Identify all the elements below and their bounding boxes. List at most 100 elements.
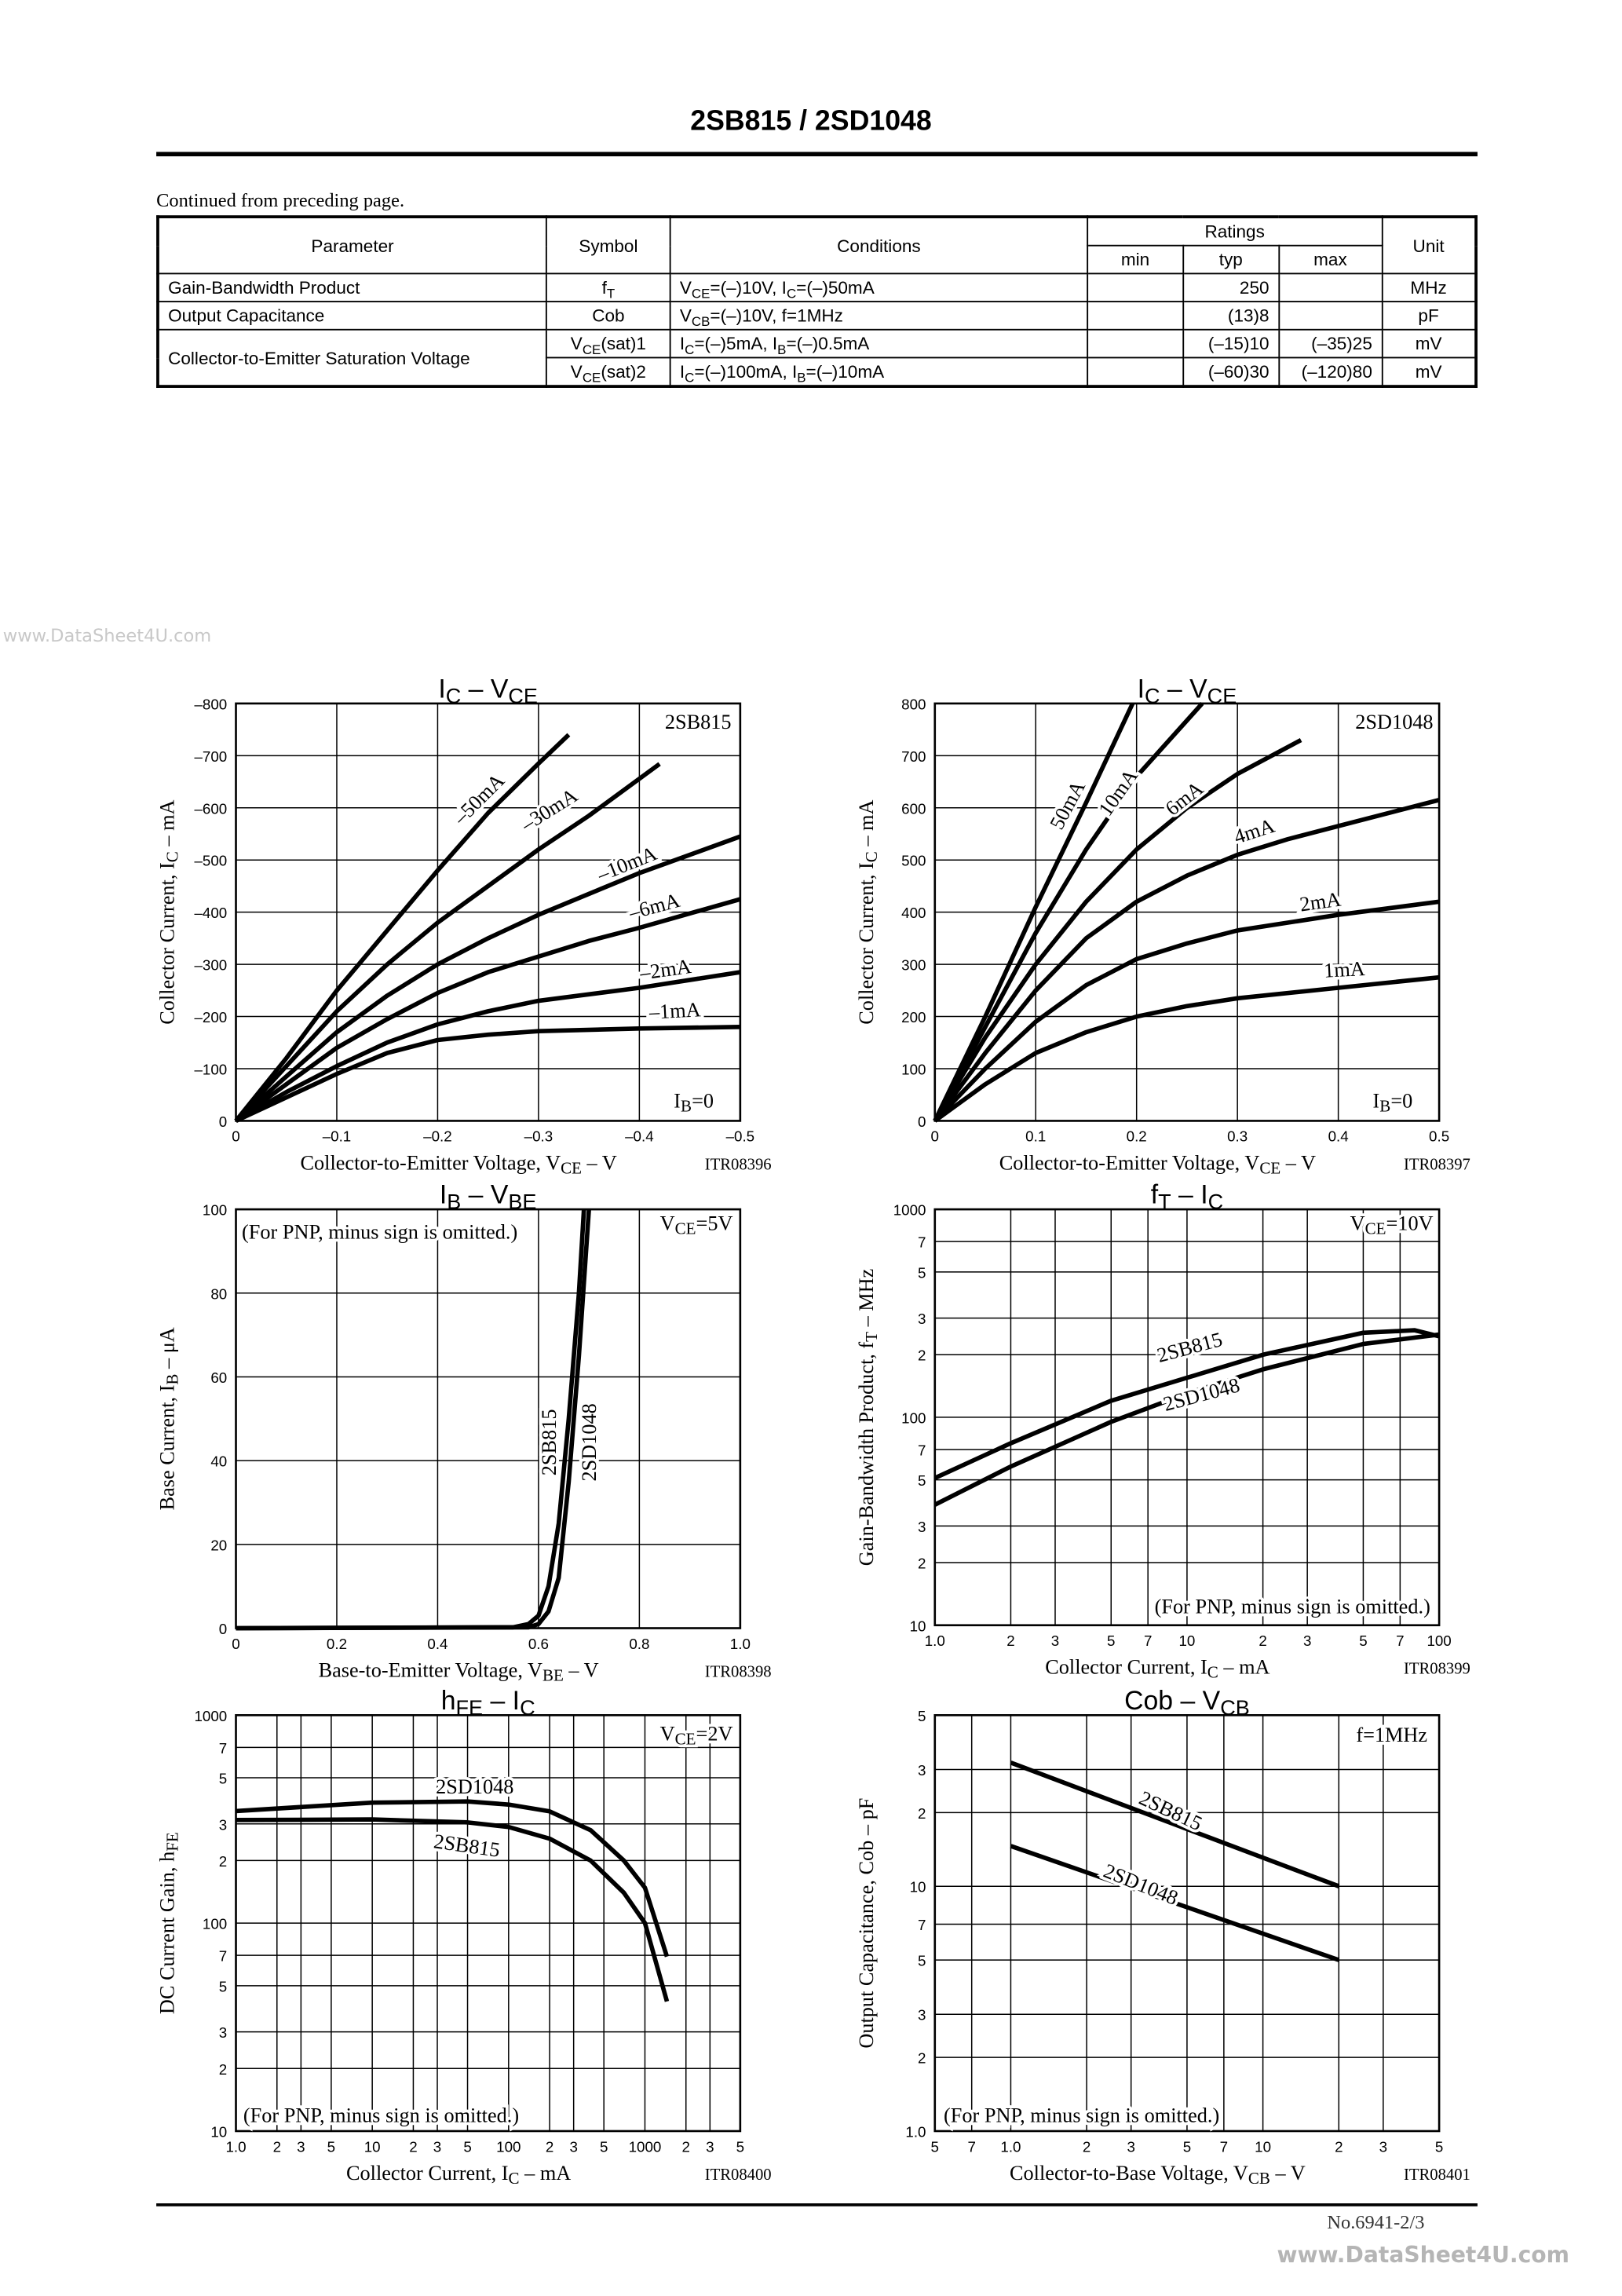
footer-rule (156, 2203, 1478, 2206)
x-tick-label: 0.6 (528, 1636, 549, 1652)
y-tick-label: 1000 (893, 1202, 926, 1219)
x-tick-label: 10 (1255, 2138, 1271, 2155)
chart-note: IB=0 (674, 1090, 714, 1116)
y-tick-label: 60 (210, 1369, 227, 1386)
y-tick-label: 600 (901, 800, 926, 817)
x-tick-label: 0.3 (1227, 1128, 1248, 1145)
x-tick-label: 1000 (629, 2138, 662, 2155)
y-tick-label: 100 (203, 1916, 227, 1932)
y-tick-label: 400 (901, 905, 926, 921)
x-tick-label: 7 (967, 2138, 975, 2155)
series-label: 2mA (1299, 888, 1343, 916)
y-tick-label: 7 (219, 1740, 227, 1757)
chart-note: VCE=5V (660, 1212, 733, 1238)
cell-min (1087, 272, 1184, 303)
series-line (236, 1208, 586, 1631)
series-line (933, 899, 1440, 1123)
continued-note: Continued from preceding page. (156, 188, 405, 211)
page-number: No.6941-2/3 (1327, 2210, 1425, 2233)
x-tick-label: 100 (496, 2138, 521, 2155)
specs-table: Parameter Symbol Conditions Ratings Unit… (156, 215, 1478, 388)
series-line (933, 1332, 1440, 1507)
x-tick-label: 0.1 (1025, 1128, 1046, 1145)
y-tick-label: –500 (194, 853, 227, 869)
y-tick-label: 1000 (194, 1708, 227, 1724)
y-axis-label: Gain-Bandwidth Product, fT – MHz (855, 1269, 881, 1567)
x-tick-label: 10 (1178, 1632, 1195, 1649)
x-tick-label: 0 (232, 1128, 239, 1145)
cell-max: (–120)80 (1277, 356, 1383, 387)
y-axis-label: Base Current, IB – μA (156, 1327, 182, 1510)
x-tick-label: 2 (1259, 1632, 1266, 1649)
x-tick-label: 5 (327, 2138, 335, 2155)
x-tick-label: 100 (1427, 1632, 1451, 1649)
y-tick-label: 5 (918, 1708, 926, 1724)
y-tick-label: 5 (219, 1978, 227, 1994)
series-label: 2SD1048 (436, 1775, 513, 1798)
y-tick-label: 7 (219, 1948, 227, 1965)
y-tick-label: 40 (210, 1453, 227, 1470)
x-tick-label: 0.4 (1328, 1128, 1349, 1145)
series-line (236, 1799, 670, 1958)
watermark-bottom: www.DataSheet4U.com (1277, 2241, 1569, 2269)
series-line (1010, 1844, 1340, 1962)
chart-note: (For PNP, minus sign is omitted.) (242, 1221, 517, 1244)
series-line (234, 834, 741, 1123)
x-tick-label: 2 (1335, 2138, 1343, 2155)
x-tick-label: 3 (1127, 2138, 1134, 2155)
figure-code: ITR08400 (705, 2166, 772, 2184)
chart-title: IC – VCE (1138, 674, 1237, 707)
y-tick-label: 80 (210, 1285, 227, 1302)
x-axis-label: Collector-to-Emitter Voltage, VCE – V (999, 1151, 1316, 1177)
y-tick-label: 3 (918, 1311, 926, 1327)
y-tick-label: –400 (194, 905, 227, 921)
header-rule (156, 152, 1478, 157)
x-tick-label: 0.4 (427, 1636, 448, 1652)
plot-frame (235, 702, 742, 1122)
y-tick-label: –600 (194, 800, 227, 817)
y-tick-label: 0 (918, 1113, 926, 1130)
series-line (933, 1328, 1440, 1480)
series-line (234, 733, 571, 1123)
x-tick-label: 5 (463, 2138, 471, 2155)
x-tick-label: 5 (736, 2138, 744, 2155)
y-axis-label: DC Current Gain, hFE (156, 1832, 182, 2014)
y-tick-label: 1.0 (905, 2123, 926, 2140)
figure-code: ITR08396 (705, 1156, 772, 1173)
chart-note: 2SB815 (665, 711, 732, 733)
cell-typ: (13)8 (1182, 301, 1280, 331)
y-tick-label: 3 (918, 1519, 926, 1535)
series-label: 2SD1048 (1101, 1859, 1182, 1910)
x-tick-label: 5 (600, 2138, 608, 2155)
x-tick-label: 3 (297, 2138, 305, 2155)
y-tick-label: 2 (918, 2050, 926, 2067)
table-row: Output Capacitance Cob VCB=(–)10V, f=1MHz (… (157, 301, 1477, 331)
header-parameter: Parameter (157, 216, 548, 275)
y-tick-label: 800 (901, 696, 926, 712)
chart-2: 0 0.1 0.2 0.3 0.4 0.5 0 100 200 300 400 500 600 700 80… (855, 674, 1470, 1177)
x-tick-label: 3 (433, 2138, 441, 2155)
cell-max (1277, 272, 1383, 303)
y-tick-label: 0 (219, 1621, 227, 1637)
y-tick-label: 7 (918, 1917, 926, 1933)
figure-code: ITR08398 (705, 1663, 772, 1680)
chart-note: (For PNP, minus sign is omitted.) (944, 2104, 1219, 2127)
x-tick-label: 3 (569, 2138, 577, 2155)
x-tick-label: 0.5 (1429, 1128, 1449, 1145)
y-tick-label: 100 (901, 1409, 926, 1426)
chart-note: 2SD1048 (1355, 711, 1433, 733)
chart-title: fT – IC (1151, 1180, 1223, 1214)
x-tick-label: 3 (1303, 1632, 1311, 1649)
series-line (235, 970, 741, 1123)
x-tick-label: 2 (1083, 2138, 1090, 2155)
y-tick-label: –700 (194, 748, 227, 765)
series-line (933, 702, 1135, 1122)
cell-symbol: Cob (546, 301, 671, 331)
y-tick-label: 2 (918, 1556, 926, 1572)
series-label: 2SB815 (1155, 1328, 1225, 1367)
y-tick-label: 700 (901, 748, 926, 765)
x-tick-label: 0.2 (327, 1636, 347, 1652)
y-tick-label: 2 (918, 1347, 926, 1364)
series-label: 1mA (1323, 957, 1365, 982)
y-axis-label: Collector Current, IC – mA (855, 799, 881, 1024)
